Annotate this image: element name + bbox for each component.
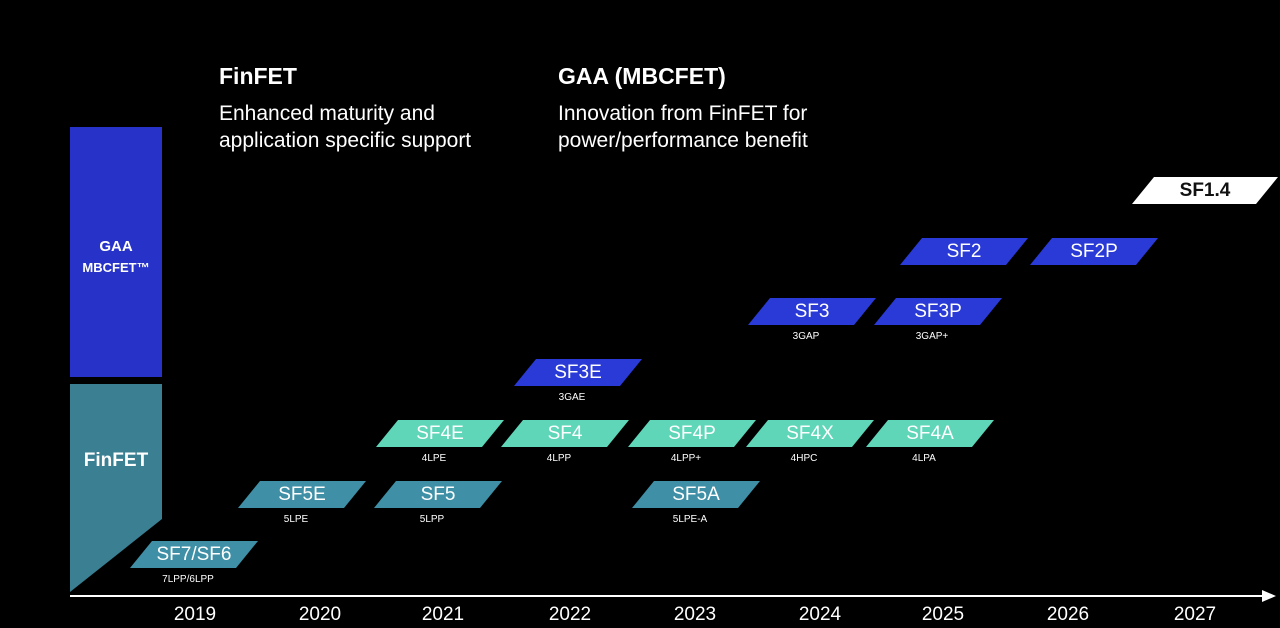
year-label-2020: 2020 — [298, 604, 342, 625]
node-sub-label: 3GAP+ — [915, 331, 949, 342]
node-parallelogram — [374, 481, 502, 508]
gaa-header-title: GAA (MBCFET) — [558, 63, 726, 89]
node-parallelogram — [501, 420, 629, 447]
year-label-2022: 2022 — [548, 604, 592, 625]
node-parallelogram — [632, 481, 760, 508]
gaa-category-bar — [70, 127, 162, 377]
node-name: SF2P — [1070, 240, 1118, 262]
node-name: SF1.4 — [1179, 179, 1231, 201]
node-sub-label: 5LPE — [283, 514, 309, 525]
node-parallelogram — [748, 298, 876, 325]
timeline-arrowhead — [1262, 590, 1276, 602]
year-label-2026: 2026 — [1046, 604, 1090, 625]
node-sf3: SF3 — [748, 298, 876, 325]
node-name: SF5E — [278, 483, 326, 505]
node-sub-label: 4LPA — [912, 453, 936, 464]
node-name: SF3 — [794, 300, 830, 322]
node-sf3e: SF3E — [514, 359, 642, 386]
node-parallelogram — [238, 481, 366, 508]
gaa-label-line1: GAA — [99, 238, 133, 255]
node-sf4p: SF4P — [628, 420, 756, 447]
node-name: SF5A — [672, 483, 720, 505]
finfet-category-label: FinFET — [83, 450, 149, 471]
node-sub-label: 5LPP — [419, 514, 445, 525]
year-label-2023: 2023 — [673, 604, 717, 625]
year-label-2021: 2021 — [421, 604, 465, 625]
year-label-2024: 2024 — [798, 604, 842, 625]
node-parallelogram — [746, 420, 874, 447]
node-sub-label: 4LPE — [421, 453, 447, 464]
node-name: SF4A — [906, 422, 954, 444]
node-parallelogram — [130, 541, 258, 568]
node-sf5e: SF5E — [238, 481, 366, 508]
node-name: SF4 — [547, 422, 583, 444]
node-parallelogram — [900, 238, 1028, 265]
node-name: SF7/SF6 — [156, 543, 232, 565]
node-name: SF4P — [668, 422, 716, 444]
node-sf2: SF2 — [900, 238, 1028, 265]
year-label-2019: 2019 — [173, 604, 217, 625]
finfet-header-subtitle: Enhanced maturity and application specif… — [219, 102, 472, 152]
node-name: SF5 — [420, 483, 456, 505]
finfet-header-title: FinFET — [219, 63, 297, 89]
node-name: SF2 — [946, 240, 982, 262]
node-parallelogram — [1132, 177, 1278, 204]
gaa-header-subtitle: Innovation from FinFET for power/perform… — [558, 102, 808, 152]
gaa-label-line2: MBCFET™ — [82, 260, 150, 275]
node-sub-label: 3GAP — [792, 331, 820, 342]
node-parallelogram — [514, 359, 642, 386]
node-sf4x: SF4X — [746, 420, 874, 447]
year-label-2025: 2025 — [921, 604, 965, 625]
gaa-category-label: GAA MBCFET™ — [70, 236, 162, 278]
node-sf4e: SF4E — [376, 420, 504, 447]
year-label-2027: 2027 — [1173, 604, 1217, 625]
node-sub-label: 4LPP — [546, 453, 572, 464]
node-sf7-sf6: SF7/SF6 — [130, 541, 258, 568]
node-sf4: SF4 — [501, 420, 629, 447]
node-parallelogram — [866, 420, 994, 447]
finfet-category-bar — [70, 384, 162, 592]
node-parallelogram — [1030, 238, 1158, 265]
node-sf2p: SF2P — [1030, 238, 1158, 265]
node-sf5: SF5 — [374, 481, 502, 508]
node-name: SF3P — [914, 300, 962, 322]
node-name: SF4X — [786, 422, 834, 444]
node-sub-label: 4LPP+ — [670, 453, 702, 464]
node-name: SF3E — [554, 361, 602, 383]
node-sf3p: SF3P — [874, 298, 1002, 325]
node-sub-label: 4HPC — [790, 453, 818, 464]
node-sf1-4: SF1.4 — [1132, 177, 1278, 204]
node-parallelogram — [628, 420, 756, 447]
node-name: SF4E — [416, 422, 464, 444]
node-parallelogram — [376, 420, 504, 447]
node-parallelogram — [874, 298, 1002, 325]
node-sub-label: 5LPE-A — [672, 514, 708, 525]
node-sf4a: SF4A — [866, 420, 994, 447]
node-sub-label: 7LPP/6LPP — [162, 574, 214, 585]
node-sf5a: SF5A — [632, 481, 760, 508]
node-sub-label: 3GAE — [558, 392, 586, 403]
